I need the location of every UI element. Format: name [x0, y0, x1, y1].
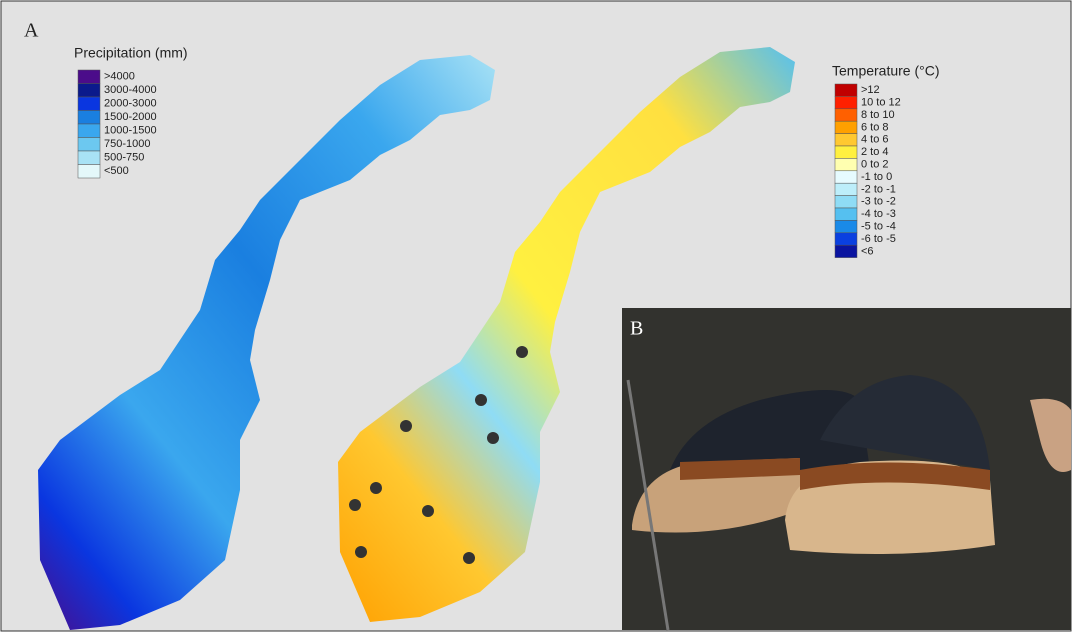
- legend-swatch: [835, 134, 857, 146]
- legend-swatch: [835, 183, 857, 195]
- legend-label: 10 to 12: [861, 97, 901, 109]
- legend-swatch: [78, 84, 100, 98]
- legend-label: 4 to 6: [861, 134, 889, 146]
- legend-swatch: [78, 138, 100, 152]
- legend-swatch: [835, 96, 857, 108]
- legend-label: -6 to -5: [861, 233, 896, 245]
- legend-label: 750-1000: [104, 138, 151, 150]
- legend-label: 2 to 4: [861, 146, 889, 158]
- legend-label: 3000-4000: [104, 84, 157, 96]
- legend-swatch: [835, 171, 857, 183]
- legend-title: Precipitation (mm): [74, 45, 188, 61]
- legend-label: 1500-2000: [104, 111, 157, 123]
- legend-swatch: [78, 70, 100, 84]
- legend-swatch: [78, 111, 100, 125]
- legend-label: 8 to 10: [861, 109, 895, 121]
- legend-label: 0 to 2: [861, 159, 889, 171]
- legend-label: 6 to 8: [861, 121, 889, 133]
- legend-label: 2000-3000: [104, 98, 157, 110]
- panel-label: B: [630, 318, 643, 340]
- legend-label: -2 to -1: [861, 183, 896, 195]
- legend-swatch: [835, 196, 857, 208]
- figure: A Precipitation (mm) >40003000-4000 2000-…: [0, 0, 1072, 632]
- legend-swatch: [78, 165, 100, 179]
- legend-label: <6: [861, 245, 874, 257]
- legend-label: -5 to -4: [861, 221, 896, 233]
- legend-swatch: [835, 158, 857, 170]
- legend-swatch: [835, 245, 857, 257]
- legend-label: -4 to -3: [861, 208, 896, 220]
- legend-label: 1000-1500: [104, 125, 157, 137]
- legend-swatch: [78, 97, 100, 111]
- legend-swatch: [835, 121, 857, 133]
- legend-label: -3 to -2: [861, 196, 896, 208]
- photo: [622, 308, 1071, 630]
- legend-swatch: [835, 208, 857, 220]
- legend-swatch: [78, 151, 100, 165]
- legend-swatch: [835, 84, 857, 96]
- legend-label: >12: [861, 84, 880, 96]
- legend-swatch: [835, 109, 857, 121]
- legend-title: Temperature (°C): [832, 63, 940, 79]
- legend-label: <500: [104, 165, 129, 177]
- legend-swatch: [78, 124, 100, 138]
- legend-label: 500-750: [104, 152, 144, 164]
- legend-swatch: [835, 233, 857, 245]
- panel-label: A: [24, 20, 39, 42]
- legend-label: >4000: [104, 71, 135, 83]
- legend-swatch: [835, 146, 857, 158]
- legend-swatch: [835, 220, 857, 232]
- legend-label: -1 to 0: [861, 171, 892, 183]
